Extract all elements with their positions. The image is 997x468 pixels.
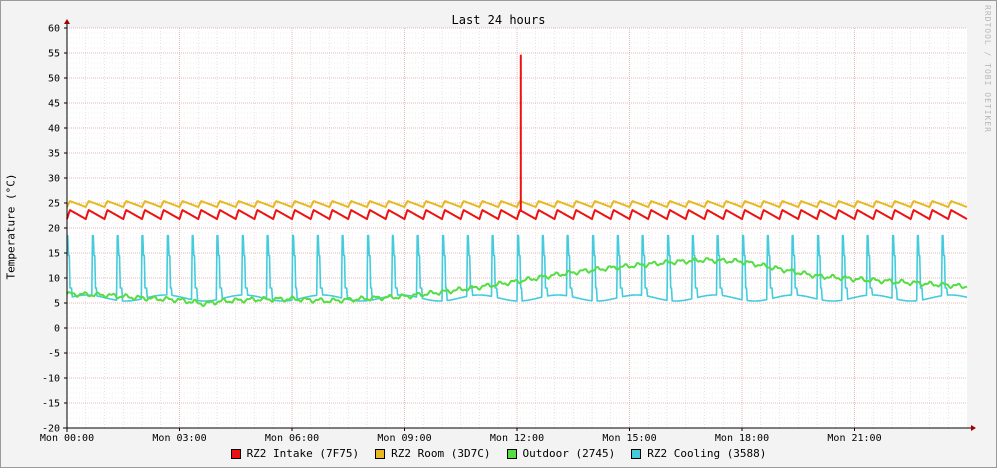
y-tick-label: 55	[48, 49, 60, 60]
y-axis-arrow	[64, 19, 70, 24]
x-axis-arrow	[971, 425, 976, 431]
legend-swatch-outdoor	[506, 448, 517, 459]
legend-label-intake: RZ2 Intake (7F75)	[246, 447, 360, 460]
series-line-(2745)	[66, 257, 968, 307]
y-tick-label: -20	[42, 424, 60, 435]
legend-swatch-cooling	[631, 448, 642, 459]
y-tick-label: 45	[48, 99, 60, 110]
chart-title: Last 24 hours	[451, 13, 546, 27]
y-tick-label: 60	[48, 24, 60, 35]
x-tick-label: Mon 03:00	[152, 433, 206, 444]
legend-item-cooling: RZ2 Cooling (3588)	[631, 447, 766, 460]
legend-swatch-room	[375, 448, 386, 459]
y-tick-label: 35	[48, 149, 60, 160]
rrdtool-watermark: RRDTOOL / TOBI OETIKER	[983, 5, 992, 133]
x-tick-label: Mon 09:00	[377, 433, 431, 444]
y-tick-label: -5	[48, 349, 60, 360]
x-tick-label: Mon 06:00	[265, 433, 319, 444]
y-tick-label: 25	[48, 199, 60, 210]
series-line-room	[66, 200, 968, 208]
x-tick-label: Mon 12:00	[490, 433, 544, 444]
legend-label-cooling: RZ2 Cooling (3588)	[647, 447, 767, 460]
y-tick-label: 30	[48, 174, 60, 185]
legend-item-intake: RZ2 Intake (7F75)	[230, 447, 360, 460]
y-tick-label: 20	[48, 224, 60, 235]
y-tick-label: 10	[48, 274, 60, 285]
series-layer	[66, 54, 968, 307]
legend: RZ2 Intake (7F75) RZ2 Room (3D7C) Outdoo…	[0, 447, 997, 460]
y-tick-label: -10	[42, 374, 60, 385]
series-line-cooling	[67, 234, 968, 302]
y-tick-label: 5	[54, 299, 60, 310]
y-tick-label: -15	[42, 399, 60, 410]
x-tick-label: Mon 21:00	[827, 433, 881, 444]
y-tick-label: 40	[48, 124, 60, 135]
grid-layer	[66, 27, 967, 429]
legend-item-outdoor: Outdoor (2745)	[506, 447, 616, 460]
y-tick-label: 15	[48, 249, 60, 260]
x-tick-label: Mon 18:00	[715, 433, 769, 444]
legend-label-outdoor: Outdoor (2745)	[522, 447, 616, 460]
series-line-intake	[66, 54, 968, 220]
legend-item-room: RZ2 Room (3D7C)	[375, 447, 491, 460]
legend-swatch-intake	[230, 448, 241, 459]
legend-label-room: RZ2 Room (3D7C)	[391, 447, 491, 460]
y-tick-label: 0	[54, 324, 60, 335]
x-tick-label: Mon 00:00	[40, 433, 94, 444]
x-tick-label: Mon 15:00	[602, 433, 656, 444]
y-tick-label: 50	[48, 74, 60, 85]
